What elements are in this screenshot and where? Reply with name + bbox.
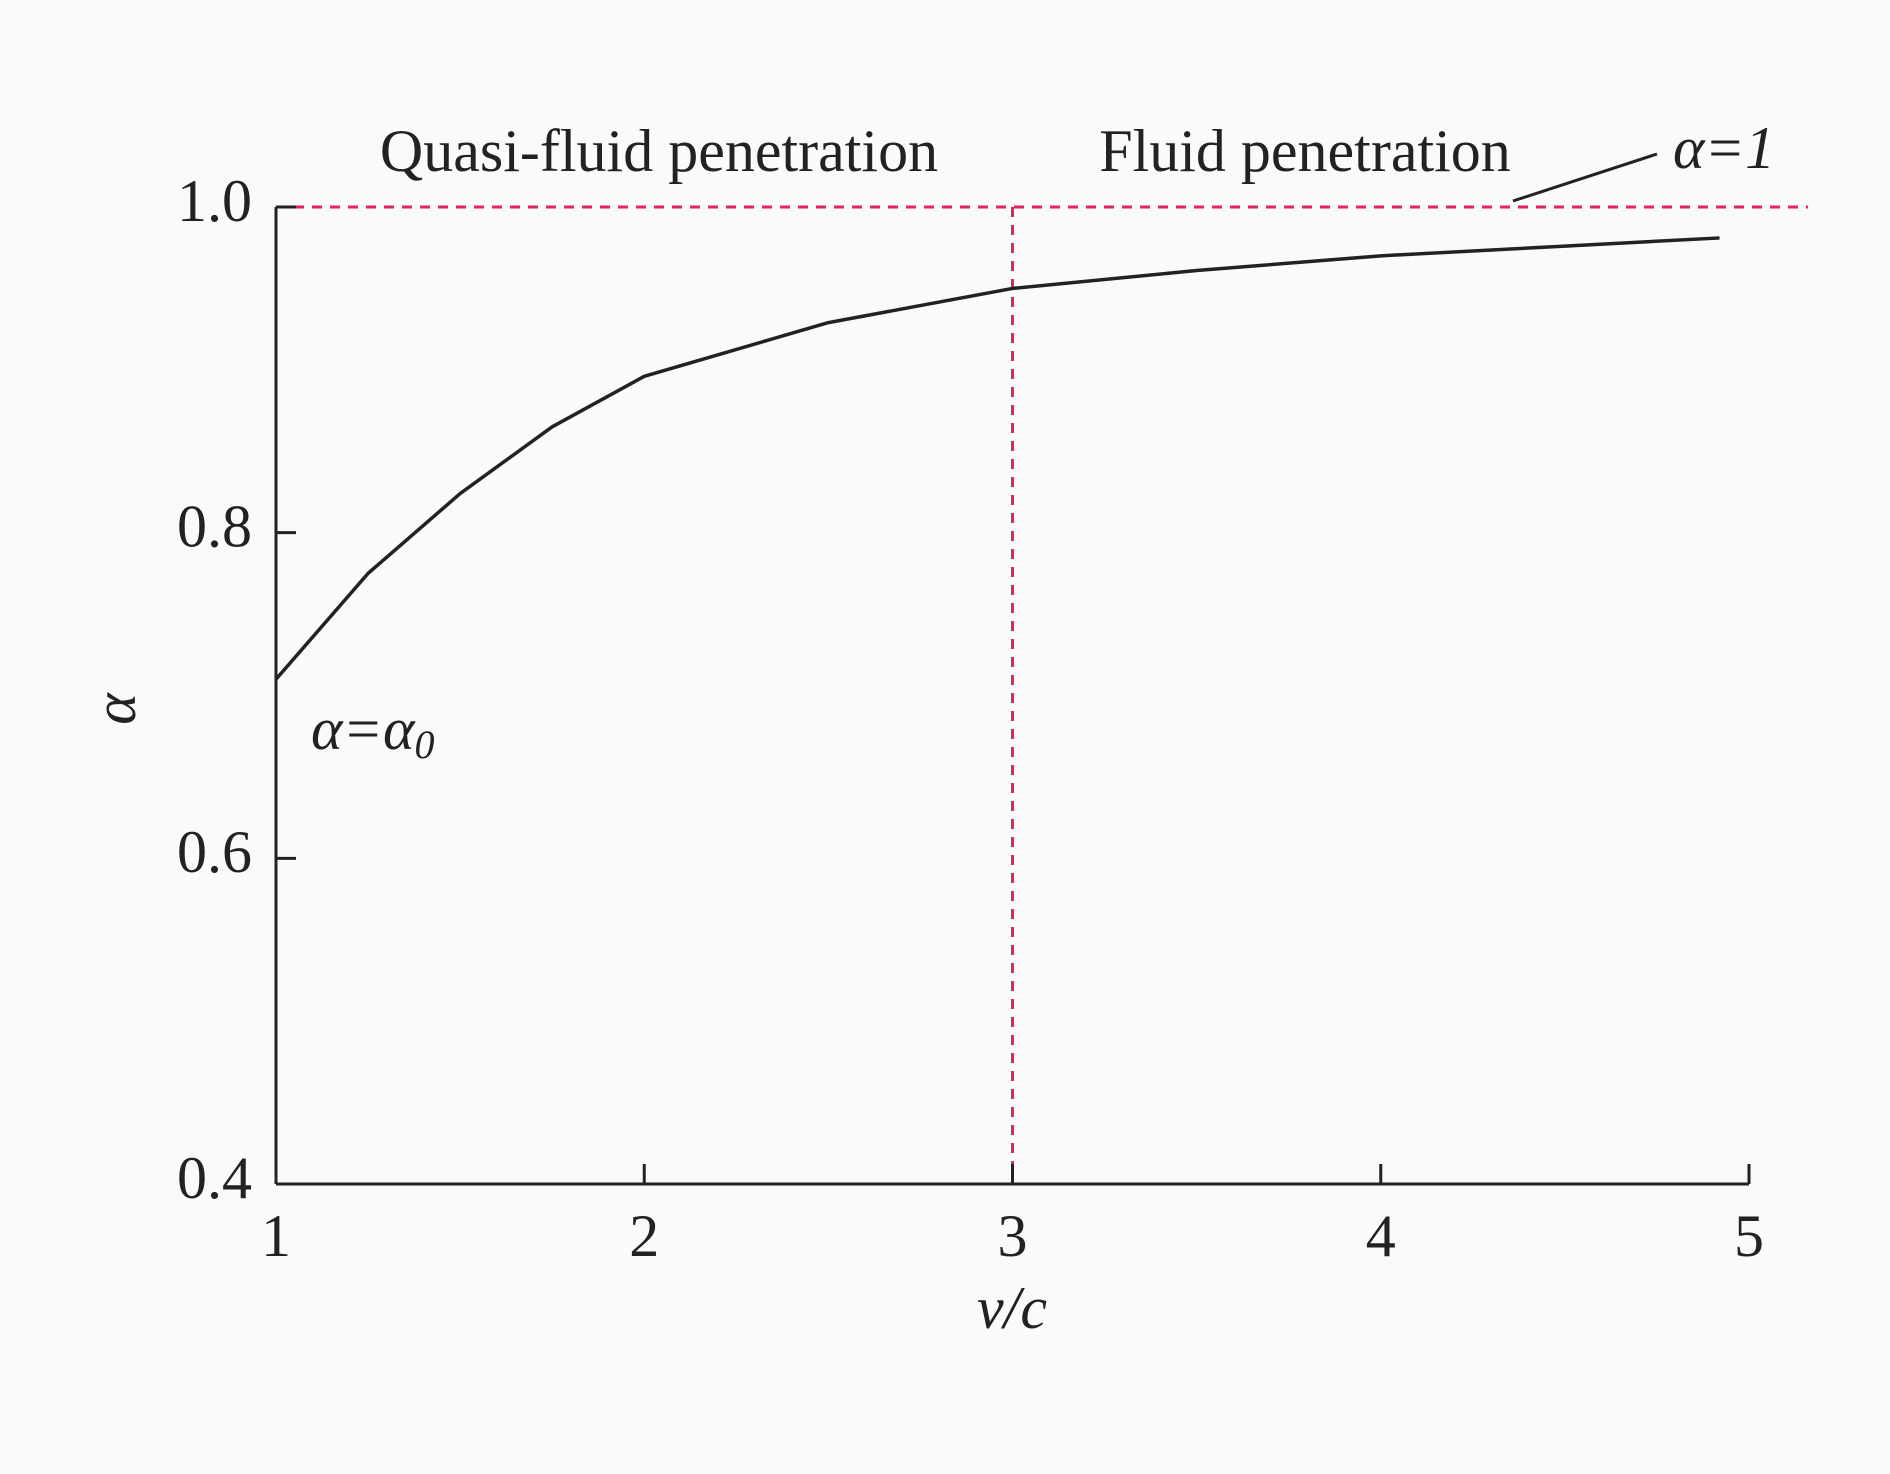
region-label: Quasi-fluid penetration <box>380 118 938 184</box>
x-tick-label: 5 <box>1734 1203 1764 1269</box>
x-tick-label: 1 <box>261 1203 291 1269</box>
data-line <box>274 236 1720 681</box>
annotation-subscript: 0 <box>414 722 434 767</box>
y-tick-label: 0.4 <box>177 1145 252 1211</box>
y-tick-label: 0.6 <box>177 819 252 885</box>
annotation: α=1 <box>1673 115 1775 181</box>
annotation: α=α0 <box>311 696 434 767</box>
x-tick-label: 2 <box>629 1203 659 1269</box>
y-axis-label: α <box>82 692 148 725</box>
leader-line <box>1512 152 1658 203</box>
annotation-text: α=α <box>311 696 416 762</box>
y-tick-label: 1.0 <box>177 168 252 234</box>
region-label: Fluid penetration <box>1099 118 1511 184</box>
y-tick-label: 0.8 <box>177 493 252 559</box>
x-axis-label: v/c <box>977 1275 1047 1341</box>
x-tick-label: 3 <box>998 1203 1028 1269</box>
x-tick-label: 4 <box>1366 1203 1396 1269</box>
